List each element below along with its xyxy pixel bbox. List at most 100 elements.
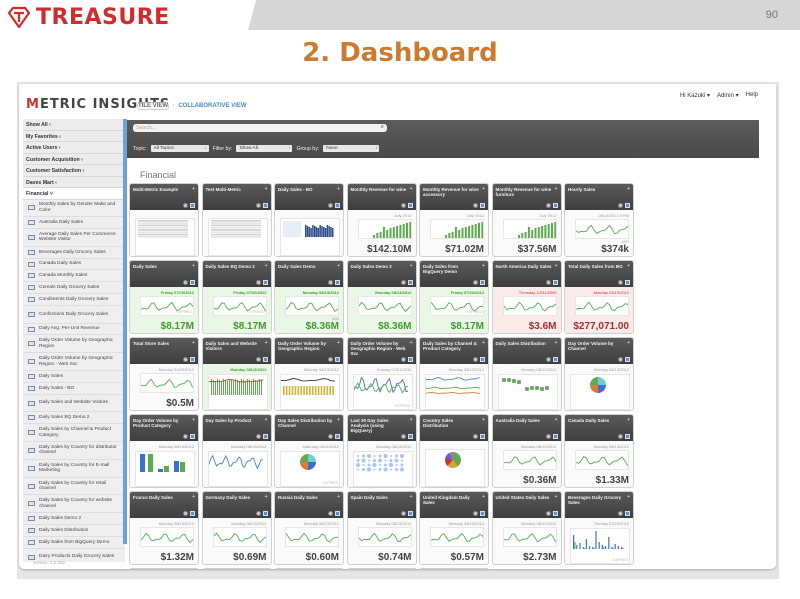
sidebar-item[interactable]: Condiments Daily Grocery Sales — [23, 294, 125, 306]
sidebar-item[interactable]: Daily Sales from BigQuery Demo — [23, 536, 125, 549]
sidebar-item[interactable]: Confections Daily Grocery Sales — [23, 305, 125, 324]
add-to-favorites-icon[interactable]: + — [482, 186, 485, 192]
info-icon[interactable] — [480, 203, 485, 208]
sidebar-item[interactable]: Daily Sales by Country for distributor c… — [23, 442, 125, 460]
tile-title[interactable]: Australia Daily Sales — [495, 418, 540, 423]
info-icon[interactable] — [552, 203, 558, 208]
tile-title[interactable]: Canada Daily Sales — [568, 418, 610, 423]
sidebar-item[interactable]: Daily Sales by Country for E-mail Market… — [23, 459, 125, 478]
tile-chart[interactable] — [425, 374, 485, 410]
tile-title[interactable]: Monthly Revenue for wine — [350, 187, 407, 192]
info-icon[interactable] — [262, 511, 268, 516]
sidebar-group[interactable]: Show All ‹ — [23, 119, 125, 131]
tile-title[interactable]: Daily Sales - BO — [278, 187, 313, 192]
add-to-favorites-icon[interactable]: + — [337, 263, 340, 269]
tile-title[interactable]: United Kingdom Daily Sales — [423, 495, 470, 505]
metric-tile[interactable]: Daily Sales Demo + Monday 08/13/2012 USD $8.… — [274, 260, 344, 334]
sidebar-item[interactable]: Beverages Daily Grocery Sales — [23, 246, 125, 259]
gear-icon[interactable] — [328, 357, 333, 362]
metric-tile[interactable]: United States Daily Sales + Monday 08/13/2… — [491, 491, 562, 565]
metric-tile[interactable]: Day Sales by Product + Monday 08/13/2012 — [201, 414, 272, 488]
metric-tile[interactable]: Daily Order Volume by Geographic Region … — [346, 337, 417, 411]
gear-icon[interactable] — [400, 511, 406, 516]
tile-title[interactable]: Day Sales Distribution by Channel — [278, 418, 333, 428]
tile-chart[interactable] — [140, 527, 194, 547]
gear-icon[interactable] — [400, 203, 406, 208]
metric-tile[interactable]: Day Sales Distribution by Channel + Saturd… — [274, 414, 344, 488]
gear-icon[interactable] — [618, 203, 623, 208]
metric-tile[interactable]: Last 30 Day Sales Analysis (using BigQue… — [346, 414, 417, 488]
gear-icon[interactable] — [545, 434, 551, 439]
add-to-favorites-icon[interactable]: + — [337, 494, 340, 500]
tile-chart[interactable] — [280, 374, 340, 410]
add-to-favorites-icon[interactable]: + — [554, 340, 558, 346]
info-icon[interactable] — [335, 434, 340, 439]
tile-title[interactable]: Day Order Volume by Channel — [568, 341, 614, 351]
info-icon[interactable] — [625, 280, 630, 285]
add-to-favorites-icon[interactable]: + — [482, 494, 485, 500]
sidebar-group[interactable]: Daves Mart ‹ — [23, 176, 125, 188]
add-to-favorites-icon[interactable]: + — [192, 186, 195, 192]
tile-title[interactable]: Last 30 Day Sales Analysis (using BigQue… — [350, 418, 389, 433]
add-to-favorites-icon[interactable]: + — [409, 417, 413, 423]
metric-tile[interactable]: Country Sales Distribution + — [419, 414, 489, 488]
metric-tile[interactable]: Monthly Revenue for wine furniture + July … — [491, 183, 562, 257]
metric-tile[interactable]: Total Store Sales + Monday 01/09/2012 $0.5M — [129, 337, 199, 411]
gear-icon[interactable] — [328, 434, 333, 439]
gear-icon[interactable] — [255, 357, 261, 362]
sidebar-item[interactable]: Daily Sales Demo 2 — [23, 513, 125, 526]
add-to-favorites-icon[interactable]: + — [409, 186, 413, 192]
info-icon[interactable] — [262, 434, 268, 439]
tile-title[interactable]: Hourly Sales — [568, 187, 596, 192]
add-to-favorites-icon[interactable]: + — [627, 263, 630, 269]
tile-chart[interactable] — [207, 218, 268, 256]
metric-tile[interactable]: Condiments Daily Grocery Sales+Sunday 07… — [201, 568, 272, 569]
tile-title[interactable]: Daily Sales Demo 2 — [350, 264, 392, 269]
sidebar-item[interactable]: Daily Order Volume by Geographic Region … — [23, 353, 125, 372]
tile-title[interactable]: Daily Sales Distribution — [495, 341, 546, 346]
sidebar-item[interactable]: Dairy Products Daily Grocery Sales — [23, 548, 125, 562]
tile-chart[interactable]: EXPIRED — [212, 296, 267, 316]
admin-menu[interactable]: Admin ▾ — [716, 93, 739, 99]
sidebar-collapse-handle[interactable] — [123, 119, 127, 544]
gear-icon[interactable] — [183, 203, 188, 208]
info-icon[interactable] — [625, 511, 630, 516]
tile-chart[interactable] — [285, 296, 339, 316]
tile-chart[interactable] — [430, 527, 484, 547]
tile-chart[interactable] — [575, 296, 629, 316]
metric-tile[interactable]: North America Daily Sales + Thursday 12/31… — [491, 260, 562, 334]
metric-tile[interactable]: Daily Sales BQ Demo 2 + Friday 07/20/2012 E… — [201, 260, 272, 334]
tile-title[interactable]: Daily Sales and Website Visitors — [205, 341, 257, 351]
metric-tile[interactable]: Daily Sales Demo 2 + Monday 08/13/2012 $8.3… — [346, 260, 417, 334]
metric-tile[interactable]: Monthly Revenue for wine accessory + July … — [419, 183, 489, 257]
tab-collaborative-view[interactable]: COLLABORATIVE VIEW — [178, 103, 247, 109]
info-icon[interactable] — [480, 357, 485, 362]
info-icon[interactable] — [625, 357, 630, 362]
group-select[interactable]: None — [323, 145, 380, 152]
sidebar-item[interactable]: Average Daily Sales Per Commerce Website… — [23, 229, 125, 247]
info-icon[interactable] — [335, 511, 340, 516]
tile-title[interactable]: Germany Daily Sales — [205, 495, 251, 500]
metric-tile[interactable]: Canada Daily Sales + Monday 08/13/2012 $1.3… — [564, 414, 634, 488]
metric-tile[interactable]: Germany Daily Sales + Monday 08/13/2012 $0.… — [201, 491, 272, 565]
gear-icon[interactable] — [183, 280, 188, 285]
sidebar-group[interactable]: My Favorites ‹ — [23, 130, 125, 142]
tile-chart[interactable] — [357, 296, 412, 316]
info-icon[interactable] — [407, 511, 413, 516]
metric-tile[interactable]: Confections Daily Grocery Sales+Sunday 0… — [274, 568, 344, 569]
tile-chart[interactable] — [497, 374, 558, 410]
tile-chart[interactable] — [502, 219, 557, 239]
info-icon[interactable] — [625, 434, 630, 439]
metric-tile[interactable]: Daily Sales - BO + — [274, 183, 344, 257]
metric-tile[interactable]: France Daily Sales + Monday 08/13/2012 $1.3… — [129, 491, 199, 565]
tile-title[interactable]: Total Store Sales — [133, 341, 170, 346]
search-input[interactable]: Search... ⌕ — [133, 124, 387, 132]
gear-icon[interactable] — [545, 203, 551, 208]
tile-chart[interactable] — [502, 296, 557, 316]
info-icon[interactable] — [552, 434, 558, 439]
sidebar-item[interactable]: Daily Sales by Channel & Product Categor… — [23, 424, 125, 443]
sidebar-item[interactable]: Daily Avg. Per-Unit Revenue — [23, 323, 125, 336]
tile-title[interactable]: Daily Sales from BigQuery Demo — [423, 264, 459, 274]
tile-chart[interactable]: EXPIRED — [352, 374, 413, 410]
metric-tile[interactable]: Total Daily Sales from BO + Monday 03/19/2… — [564, 260, 634, 334]
